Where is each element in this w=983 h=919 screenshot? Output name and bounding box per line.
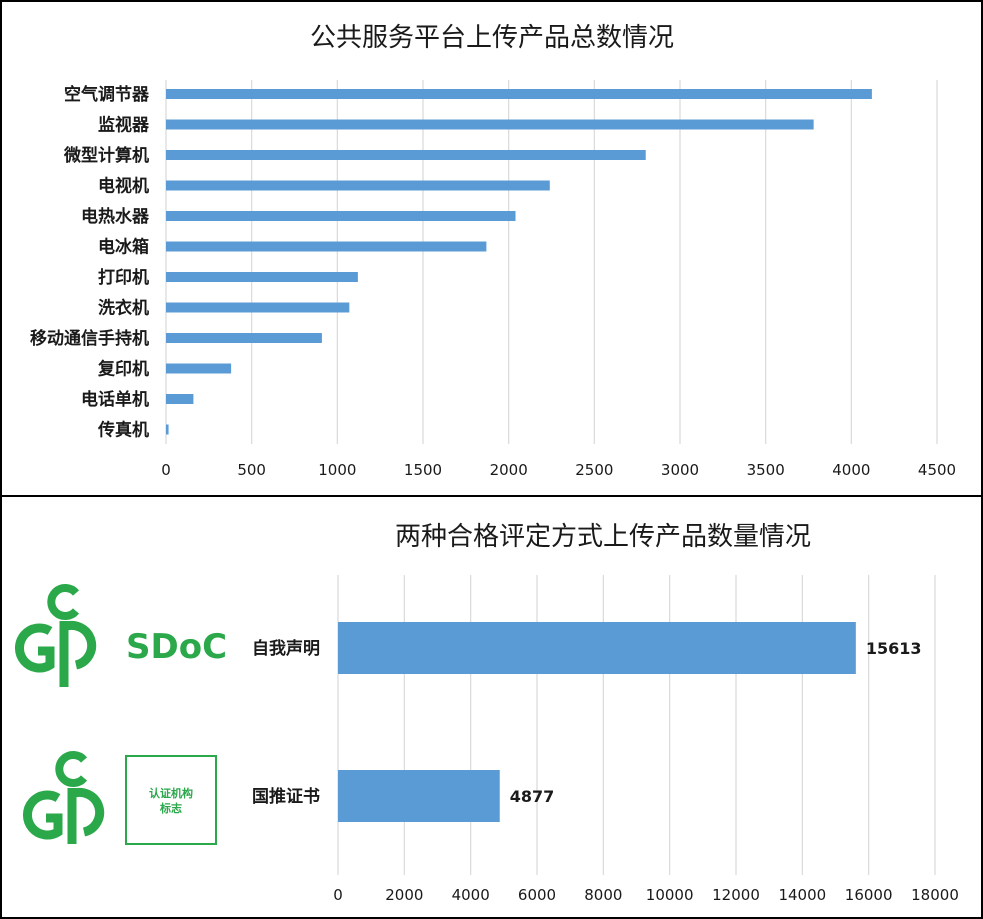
- category-label: 复印机: [97, 359, 149, 380]
- x-tick-label: 3500: [747, 461, 785, 479]
- data-label: 15613: [866, 639, 922, 658]
- bar-series: [338, 622, 856, 822]
- x-tick-label: 0: [161, 461, 171, 479]
- category-label: 电热水器: [81, 206, 150, 227]
- bar: [166, 241, 487, 252]
- category-label: 监视器: [98, 115, 150, 136]
- x-tick-label: 16000: [845, 886, 893, 904]
- category-labels: 空气调节器监视器微型计算机电视机电热水器电冰箱打印机洗衣机移动通信手持机复印机电…: [30, 84, 150, 441]
- x-tick-labels: 0 500 1000 1500 2000 2500 3000 3500 4000 4500: [161, 461, 956, 479]
- x-tick-label: 14000: [778, 886, 826, 904]
- bar: [166, 333, 322, 343]
- x-tick-label: 0: [333, 886, 343, 904]
- ccc-mark-icon: [23, 751, 105, 844]
- data-label: 4877: [510, 787, 555, 806]
- bar: [166, 302, 350, 313]
- x-tick-label: 12000: [712, 886, 760, 904]
- category-label: 国推证书: [252, 786, 320, 807]
- bar: [166, 150, 646, 160]
- ccc-mark-icon: [15, 584, 97, 687]
- x-tick-labels: 0 2000 4000 6000 8000 10000 12000 14000 16000 180…: [333, 886, 959, 904]
- bar: [166, 272, 358, 282]
- gridlines: [337, 575, 936, 875]
- bar: [338, 622, 856, 674]
- bar: [166, 180, 550, 191]
- category-label: 空气调节器: [64, 84, 150, 105]
- category-label: 洗衣机: [98, 298, 149, 319]
- category-label: 打印机: [98, 267, 149, 288]
- bar-chart-upload-totals: 公共服务平台上传产品总数情况 空气调节器监视器微型计算机电视机电热水器电冰箱打印…: [30, 23, 956, 479]
- bar: [166, 89, 872, 99]
- bar-series: [166, 89, 872, 435]
- x-tick-label: 2000: [385, 886, 423, 904]
- bar: [166, 424, 169, 435]
- x-tick-label: 10000: [646, 886, 694, 904]
- category-label: 传真机: [97, 420, 149, 441]
- bar: [166, 119, 814, 130]
- bar: [166, 394, 194, 404]
- x-tick-label: 6000: [518, 886, 556, 904]
- sdoc-label: SDoC: [126, 627, 227, 667]
- x-tick-label: 500: [237, 461, 266, 479]
- chart-panel-upload-totals: [0, 0, 983, 497]
- x-tick-label: 2000: [490, 461, 528, 479]
- cert-badge-line2: 标志: [159, 801, 182, 815]
- x-tick-label: 4000: [832, 461, 870, 479]
- bar: [338, 770, 500, 822]
- x-tick-label: 1500: [404, 461, 442, 479]
- bar: [166, 211, 516, 221]
- category-label: 移动通信手持机: [30, 328, 149, 349]
- cert-badge-box: [125, 755, 217, 845]
- category-label: 自我声明: [252, 638, 320, 659]
- category-label: 电视机: [98, 176, 149, 197]
- chart-title: 公共服务平台上传产品总数情况: [310, 23, 674, 53]
- category-label: 微型计算机: [63, 145, 149, 166]
- sdoc-logo: SDoC: [15, 584, 227, 687]
- category-label: 电话单机: [81, 389, 149, 410]
- gridlines: [165, 80, 938, 444]
- x-tick-label: 18000: [911, 886, 959, 904]
- chart-panel-assessment-methods: [0, 495, 983, 919]
- x-tick-label: 2500: [575, 461, 613, 479]
- chart-title: 两种合格评定方式上传产品数量情况: [395, 522, 811, 552]
- certification-logo: 认证机构 标志: [23, 751, 217, 845]
- bar: [166, 363, 232, 374]
- x-tick-label: 8000: [584, 886, 622, 904]
- cert-badge-line1: 认证机构: [149, 786, 193, 800]
- x-tick-label: 3000: [661, 461, 699, 479]
- data-labels: 15613 4877: [510, 639, 922, 806]
- x-tick-label: 4000: [452, 886, 490, 904]
- x-tick-label: 1000: [318, 461, 356, 479]
- category-label: 电冰箱: [98, 237, 149, 258]
- x-tick-label: 4500: [918, 461, 956, 479]
